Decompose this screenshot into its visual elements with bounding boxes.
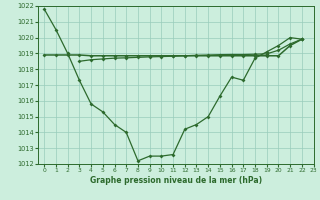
X-axis label: Graphe pression niveau de la mer (hPa): Graphe pression niveau de la mer (hPa) [90, 176, 262, 185]
